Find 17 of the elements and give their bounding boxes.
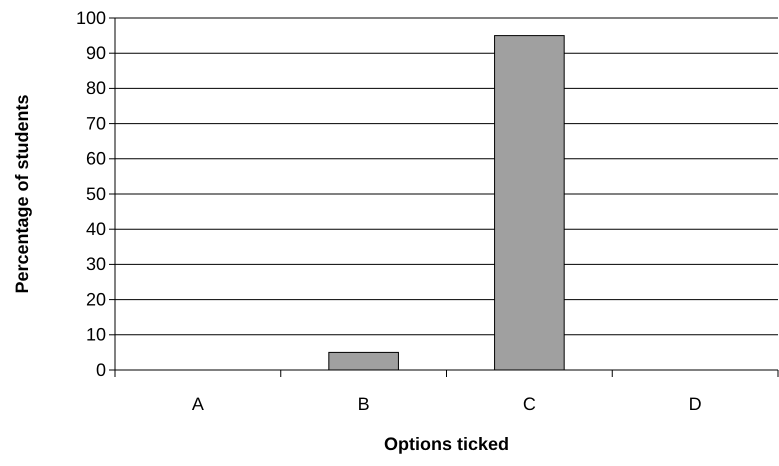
x-axis-title: Options ticked — [384, 434, 510, 454]
x-tick-label: A — [192, 394, 204, 414]
x-tick-label: B — [358, 394, 370, 414]
y-tick-label: 10 — [86, 324, 106, 345]
y-tick-label: 20 — [86, 289, 106, 310]
y-tick-label: 100 — [76, 8, 106, 28]
y-tick-label: 60 — [86, 148, 106, 169]
x-tick-label: C — [522, 394, 536, 414]
y-tick-label: 0 — [96, 360, 106, 380]
y-axis-title: Percentage of students — [12, 94, 32, 294]
y-tick-label: 80 — [86, 78, 106, 98]
y-tick-label: 90 — [86, 42, 106, 63]
y-tick-label: 40 — [86, 218, 106, 239]
y-tick-label: 30 — [86, 254, 106, 274]
x-tick-label: D — [688, 394, 702, 414]
y-tick-label: 70 — [86, 113, 106, 134]
y-tick-label: 50 — [86, 184, 106, 204]
